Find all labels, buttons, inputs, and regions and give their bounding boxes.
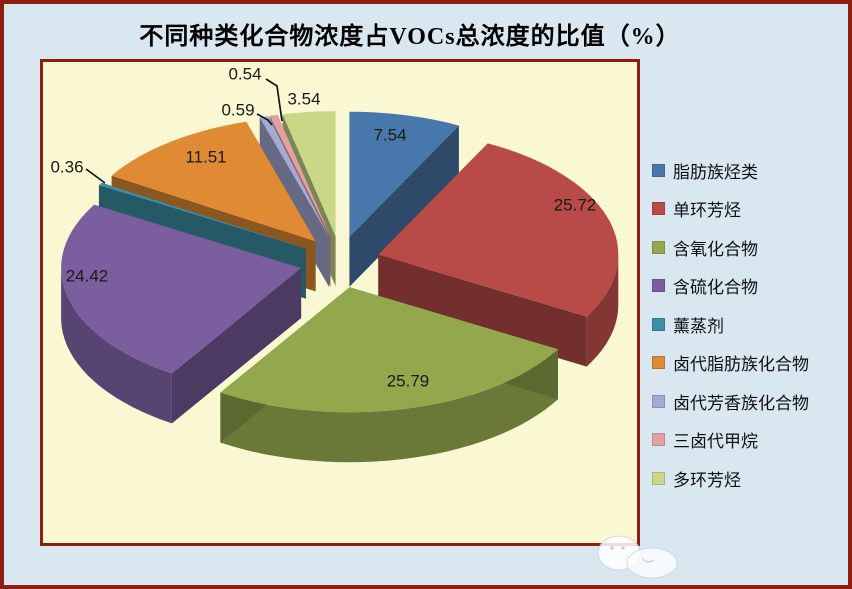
legend-label: 卤代脂肪族化合物 xyxy=(673,355,809,375)
pie-slice-1 xyxy=(378,143,619,317)
legend-swatch xyxy=(652,471,665,485)
value-label: 0.36 xyxy=(50,158,83,177)
pie-slice-2-rim xyxy=(220,349,558,463)
legend-item-7: 三卤代甲烷 xyxy=(652,421,809,460)
pie-slice-3 xyxy=(61,204,302,374)
pie-slice-3-rim xyxy=(61,268,172,424)
leader-line xyxy=(85,168,106,184)
legend-swatch xyxy=(652,240,665,254)
legend-swatch xyxy=(652,317,665,331)
legend-label: 三卤代甲烷 xyxy=(673,432,758,452)
value-label: 24.42 xyxy=(66,267,109,286)
pie-slice-1-rim xyxy=(586,254,619,367)
pie-slice-5 xyxy=(111,121,316,242)
legend-label: 含硫化合物 xyxy=(673,278,758,298)
legend: 脂肪族烃类单环芳烃含氧化合物含硫化合物薰蒸剂卤代脂肪族化合物 卤代芳香族化合物 三卤… xyxy=(652,151,809,498)
leader-line xyxy=(256,113,273,126)
value-label: 11.51 xyxy=(185,148,226,167)
pie-slice-8 xyxy=(282,111,336,237)
legend-swatch xyxy=(652,394,665,408)
watermark-cloud-icon xyxy=(597,535,678,579)
legend-item-2: 含氧化合物 xyxy=(652,228,809,267)
value-label: 7.54 xyxy=(373,126,406,145)
value-label: 3.54 xyxy=(287,90,320,109)
legend-label: 脂肪族烃类 xyxy=(673,162,758,182)
legend-item-4: 薰蒸剂 xyxy=(652,305,809,344)
pie-slice-2 xyxy=(220,287,558,413)
legend-label: 多环芳烃 xyxy=(673,470,741,490)
legend-item-1: 单环芳烃 xyxy=(652,190,809,229)
legend-item-8: 多环芳烃 xyxy=(652,459,809,498)
leader-line xyxy=(265,78,283,122)
chart-title: 不同种类化合物浓度占VOCs总浓度的比值（%） xyxy=(139,24,681,50)
pie-chart: 7.54 25.72 25.79 24.42 0.36 11.51 0.59 0.54 3.54 xyxy=(50,65,619,463)
pie-slice-7 xyxy=(269,114,331,237)
pie-slice-0 xyxy=(349,111,459,237)
legend-label: 含氧化合物 xyxy=(673,239,758,259)
value-label: 25.72 xyxy=(554,196,597,215)
legend-swatch xyxy=(652,163,665,177)
value-label: 25.79 xyxy=(387,372,430,391)
legend-swatch xyxy=(652,202,665,216)
legend-item-5: 卤代脂肪族化合物 xyxy=(652,344,809,383)
pie-slice-0-wall xyxy=(349,125,459,287)
legend-swatch xyxy=(652,356,665,370)
pie-slice-6 xyxy=(259,116,330,237)
plot-area: 7.54 25.72 25.79 24.42 0.36 11.51 0.59 0.54 3.54 xyxy=(40,59,640,546)
pie-slice-1-wall xyxy=(378,254,587,367)
legend-swatch xyxy=(652,433,665,447)
legend-item-6: 卤代芳香族化合物 xyxy=(652,382,809,421)
legend-swatch xyxy=(652,279,665,293)
legend-item-0: 脂肪族烃类 xyxy=(652,151,809,190)
legend-label: 薰蒸剂 xyxy=(673,316,724,336)
pie-slice-4 xyxy=(98,182,306,249)
value-label: 0.59 xyxy=(221,101,254,120)
legend-label: 卤代芳香族化合物 xyxy=(673,393,809,413)
legend-item-3: 含硫化合物 xyxy=(652,267,809,306)
legend-label: 单环芳烃 xyxy=(673,201,741,221)
value-label: 0.54 xyxy=(228,65,261,84)
